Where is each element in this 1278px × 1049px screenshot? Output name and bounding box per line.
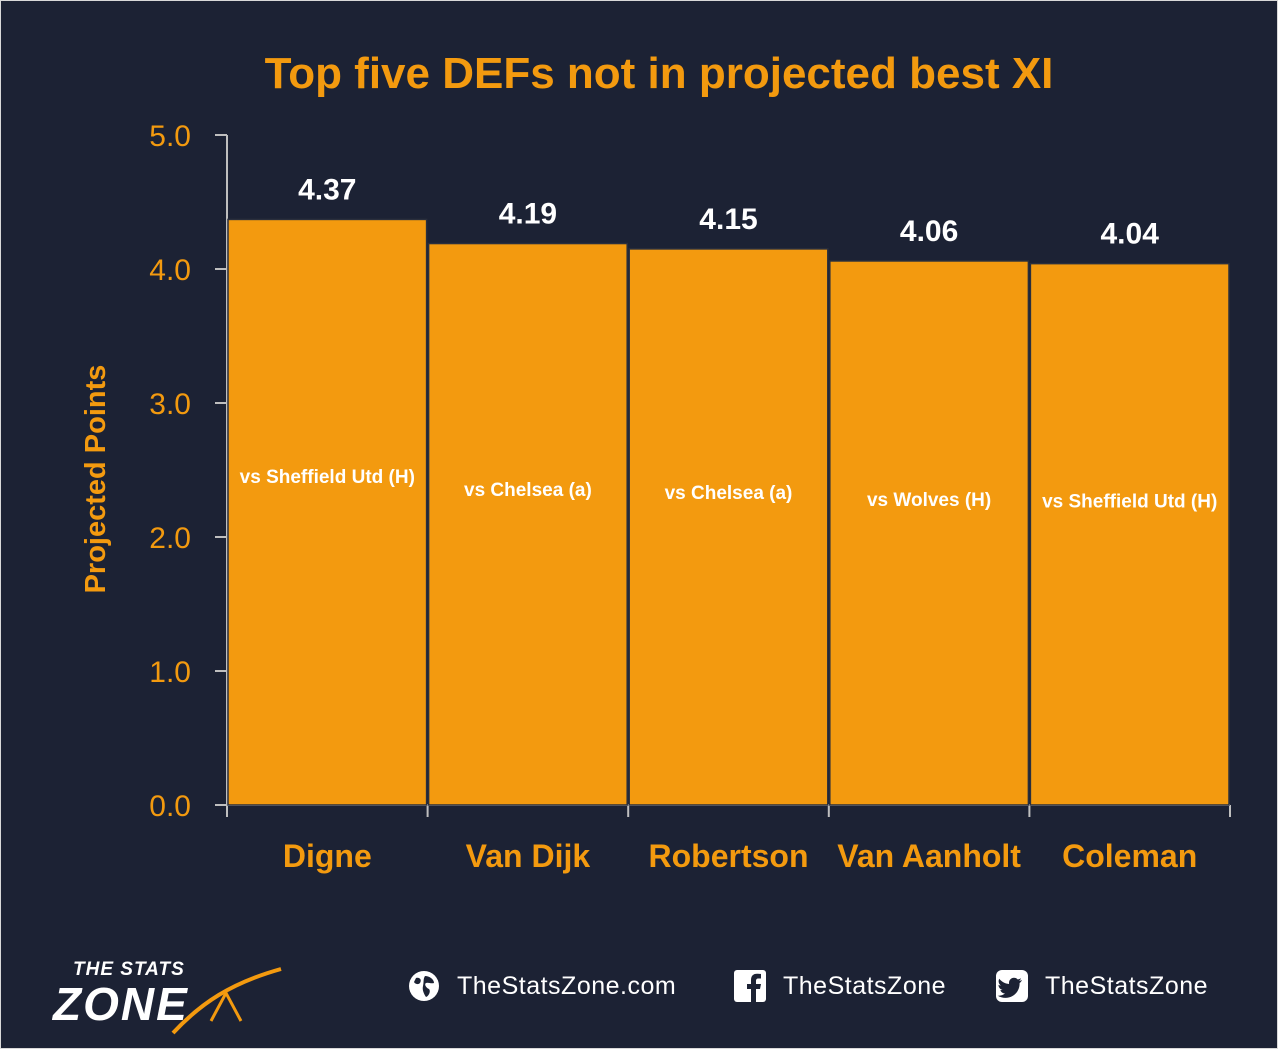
bar-annotation: vs Sheffield Utd (H) — [240, 467, 415, 488]
bar-annotation: vs Wolves (H) — [867, 490, 991, 511]
axes: 0.0 1.0 2.0 3.0 4.0 5.0 — [149, 120, 1231, 823]
y-tick-label: 3.0 — [149, 388, 191, 421]
y-tick-label: 0.0 — [149, 790, 191, 823]
x-tick-label: Digne — [283, 838, 372, 874]
value-label: 4.37 — [298, 173, 356, 206]
bar-robertson — [628, 248, 829, 806]
x-tick-label: Van Aanholt — [837, 838, 1021, 874]
logo-main-text: ZONE — [53, 978, 189, 1030]
logo-swoosh-icon — [171, 967, 282, 1035]
y-axis-label: Projected Points — [80, 365, 112, 594]
bar-annotation: vs Chelsea (a) — [464, 480, 592, 501]
bar-coleman — [1029, 262, 1230, 806]
y-tick-label: 5.0 — [149, 120, 191, 153]
twitter-text: TheStatsZone — [1045, 971, 1209, 1000]
bar-annotation: vs Sheffield Utd (H) — [1042, 491, 1217, 512]
value-label: 4.04 — [1101, 218, 1160, 251]
bar-digne — [227, 218, 428, 806]
bar-van-dijk — [427, 242, 628, 806]
bars — [227, 218, 1230, 806]
y-tick-label: 1.0 — [149, 656, 191, 689]
value-label: 4.06 — [900, 215, 958, 248]
website-text: TheStatsZone.com — [457, 971, 677, 1000]
x-tick-label: Robertson — [649, 838, 809, 874]
twitter-link[interactable]: TheStatsZone — [995, 969, 1208, 1003]
chart-title: Top five DEFs not in projected best XI — [265, 49, 1054, 98]
value-label: 4.19 — [499, 198, 557, 231]
value-label: 4.15 — [699, 203, 757, 236]
bar-chart: Top five DEFs not in projected best XI P… — [80, 49, 1231, 874]
bar-annotation: vs Chelsea (a) — [665, 483, 793, 504]
footer: THE STATS ZONE TheStatsZone.com TheStats… — [1, 941, 1277, 1041]
x-tick-label: Van Dijk — [466, 838, 591, 874]
x-tick-label: Coleman — [1062, 838, 1197, 874]
bar-van-aanholt — [829, 260, 1030, 806]
twitter-icon — [996, 970, 1028, 1002]
stats-zone-logo: THE STATS ZONE — [51, 955, 282, 1035]
website-link[interactable]: TheStatsZone.com — [407, 969, 676, 1003]
y-tick-label: 4.0 — [149, 254, 191, 287]
y-tick-label: 2.0 — [149, 522, 191, 555]
facebook-text: TheStatsZone — [783, 971, 947, 1000]
globe-icon — [409, 971, 439, 1001]
logo-top-text: THE STATS — [73, 959, 185, 980]
facebook-icon — [734, 970, 766, 1002]
facebook-link[interactable]: TheStatsZone — [733, 969, 946, 1003]
labels: 4.37 vs Sheffield Utd (H) Digne 4.19 vs Chel… — [240, 173, 1218, 874]
